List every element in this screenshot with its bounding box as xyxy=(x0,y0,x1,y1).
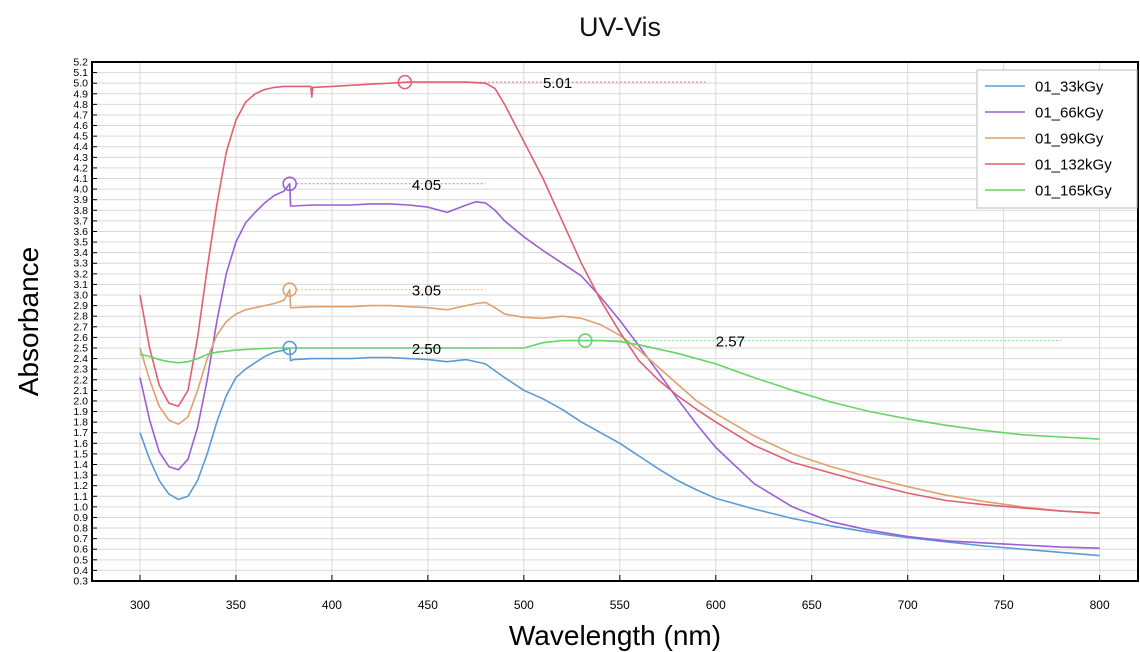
y-tick-label: 1.4 xyxy=(73,459,88,471)
y-tick-label: 4.3 xyxy=(73,152,88,164)
y-tick-label: 1.0 xyxy=(73,501,88,513)
series-lines xyxy=(139,81,1100,557)
y-tick-label: 4.0 xyxy=(73,184,88,196)
legend-label: 01_66kGy xyxy=(1035,105,1104,122)
x-tick-label: 300 xyxy=(130,598,150,612)
y-tick-label: 1.2 xyxy=(73,480,88,492)
y-tick-label: 2.4 xyxy=(73,353,88,365)
y-tick-label: 1.8 xyxy=(73,417,88,429)
y-axis-label: Absorbance xyxy=(13,247,44,396)
plot-frame xyxy=(91,61,1139,582)
y-tick-label: 1.1 xyxy=(73,491,88,503)
y-tick-label: 4.9 xyxy=(73,88,88,100)
peak-marker xyxy=(282,282,297,298)
y-tick-label: 5.0 xyxy=(73,78,88,90)
y-tick-label: 2.5 xyxy=(73,342,88,354)
x-tick-label: 550 xyxy=(610,598,630,612)
y-tick-label: 2.9 xyxy=(73,300,88,312)
y-tick-label: 4.6 xyxy=(73,120,88,132)
y-tick-label: 0.6 xyxy=(73,544,88,556)
y-tick-label: 3.6 xyxy=(73,226,88,238)
y-tick-label: 0.5 xyxy=(73,554,88,566)
y-tick-label: 3.4 xyxy=(73,247,88,259)
x-tick-label: 700 xyxy=(898,598,918,612)
y-tick-label: 1.7 xyxy=(73,427,88,439)
legend-label: 01_132kGy xyxy=(1035,157,1112,174)
y-tick-label: 3.7 xyxy=(73,215,88,227)
y-tick-label: 0.7 xyxy=(73,533,88,545)
x-tick-label: 400 xyxy=(322,598,342,612)
y-tick-label: 4.1 xyxy=(73,173,88,185)
legend-label: 01_165kGy xyxy=(1035,183,1112,200)
x-tick-label: 500 xyxy=(514,598,534,612)
y-tick-label: 2.1 xyxy=(73,385,88,397)
x-tick-label: 600 xyxy=(706,598,726,612)
y-tick-label: 1.9 xyxy=(73,406,88,418)
y-tick-label: 2.3 xyxy=(73,364,88,376)
y-tick-label: 3.8 xyxy=(73,205,88,217)
y-tick-label: 0.8 xyxy=(73,523,88,535)
y-tick-label: 4.5 xyxy=(73,131,88,143)
legend-label: 01_99kGy xyxy=(1035,131,1104,148)
legend: 01_33kGy 01_66kGy 01_99kGy 01_132kGy 01_165k… xyxy=(976,69,1138,209)
y-tick-label: 3.0 xyxy=(73,290,88,302)
y-tick-label: 2.7 xyxy=(73,321,88,333)
x-tick-label: 800 xyxy=(1090,598,1110,612)
series-line-01_99kGy xyxy=(139,288,1100,514)
peak-value-label: 4.05 xyxy=(412,177,441,194)
y-tick-label: 1.3 xyxy=(73,470,88,482)
y-tick-label: 3.5 xyxy=(73,237,88,249)
peak-value-label: 2.57 xyxy=(716,334,745,351)
y-tick-label: 3.1 xyxy=(73,279,88,291)
y-tick-label: 4.8 xyxy=(73,99,88,111)
series-line-01_33kGy xyxy=(139,347,1100,557)
y-tick-label: 0.9 xyxy=(73,512,88,524)
y-tick-label: 3.2 xyxy=(73,268,88,280)
legend-box xyxy=(976,69,1138,209)
series-line-01_165kGy xyxy=(139,339,1100,440)
y-tick-label: 1.6 xyxy=(73,438,88,450)
y-tick-label: 4.7 xyxy=(73,109,88,121)
peak-annotations: 5.01 4.05 3.05 2.50 2.57 xyxy=(282,74,1062,358)
y-tick-label: 5.2 xyxy=(73,57,88,69)
grid-lines xyxy=(92,61,1138,582)
x-axis-label: Wavelength (nm) xyxy=(509,620,721,651)
y-tick-label: 4.2 xyxy=(73,162,88,174)
x-tick-label: 450 xyxy=(418,598,438,612)
peak-marker xyxy=(282,340,297,356)
y-tick-label: 0.4 xyxy=(73,565,88,577)
peak-marker xyxy=(282,176,297,192)
series-line-01_66kGy xyxy=(139,183,1100,549)
peak-marker xyxy=(397,74,413,90)
y-tick-label: 2.0 xyxy=(73,395,88,407)
y-tick-label: 0.3 xyxy=(73,576,88,588)
y-tick-label: 1.5 xyxy=(73,448,88,460)
peak-value-label: 5.01 xyxy=(543,75,572,92)
axis-ticks: 0.30.40.50.60.70.80.91.01.11.21.31.41.51… xyxy=(73,57,1110,613)
legend-label: 01_33kGy xyxy=(1035,79,1104,96)
y-tick-label: 2.2 xyxy=(73,374,88,386)
peak-value-label: 3.05 xyxy=(412,283,441,300)
y-tick-label: 2.6 xyxy=(73,332,88,344)
x-tick-label: 650 xyxy=(802,598,822,612)
chart-title: UV-Vis xyxy=(578,12,662,42)
x-tick-label: 350 xyxy=(226,598,246,612)
y-tick-label: 3.3 xyxy=(73,258,88,270)
y-tick-label: 2.8 xyxy=(73,311,88,323)
x-tick-label: 750 xyxy=(994,598,1014,612)
y-tick-label: 3.9 xyxy=(73,194,88,206)
y-tick-label: 5.1 xyxy=(73,67,88,79)
y-tick-label: 4.4 xyxy=(73,141,88,153)
peak-value-label: 2.50 xyxy=(412,341,441,358)
peak-marker xyxy=(577,333,593,348)
